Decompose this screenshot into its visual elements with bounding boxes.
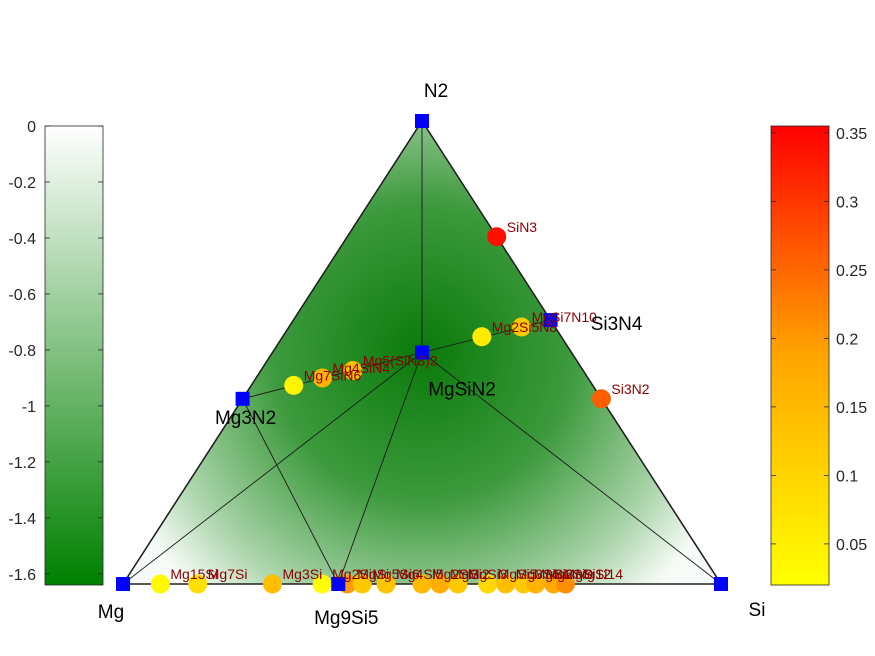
unstable-phase-label: Mg2Si	[332, 566, 372, 582]
hull-edge	[421, 120, 551, 321]
unstable-phase-label: SiN3	[507, 219, 538, 235]
unstable-phase-point	[478, 574, 498, 594]
e-above-hull-tick-label: 0.25	[836, 263, 867, 280]
stable-phase-marker	[116, 577, 130, 591]
e-above-hull-tick-label: 0.1	[836, 468, 858, 485]
unstable-phase-point	[526, 574, 546, 594]
hull-edge	[242, 120, 423, 400]
unstable-phase-point	[188, 574, 208, 594]
stable-phase-marker	[415, 114, 429, 128]
unstable-phase-point	[430, 574, 450, 594]
unstable-phase-label: Si3N2	[611, 381, 649, 397]
unstable-phase-label: Mg15Si	[170, 566, 217, 582]
unstable-phase-label: Mg4SiN4	[332, 360, 390, 376]
stable-phase-label: Si	[749, 600, 766, 621]
unstable-phase-point	[312, 368, 332, 388]
unstable-phase-label: Mg7Si	[208, 566, 248, 582]
unstable-phase-point	[591, 389, 611, 409]
stable-phase-label: N2	[424, 81, 448, 102]
unstable-phase-point	[376, 574, 396, 594]
unstable-phase-label: Mg2Si5N8	[492, 319, 558, 335]
unstable-phase-point	[412, 574, 432, 594]
stable-phase-marker	[415, 345, 429, 360]
stable-phase-marker	[714, 577, 728, 591]
unstable-phase-point	[512, 317, 532, 337]
unstable-phase-label: Mg3Si	[283, 566, 323, 582]
stable-phase-marker	[331, 577, 346, 591]
unstable-phase-point	[263, 574, 282, 594]
unstable-phase-point	[150, 574, 170, 594]
hull-edge	[122, 398, 243, 585]
unstable-phase-label: MgSi5	[498, 566, 538, 582]
stable-phase-label: Mg9Si5	[314, 608, 378, 629]
unstable-phase-label: Mg3Si8	[516, 566, 564, 582]
formation-energy-tick-label: -0.6	[8, 287, 36, 304]
unstable-phase-point	[284, 375, 304, 395]
e-above-hull-colorbar	[770, 125, 830, 586]
formation-energy-tick-label: -0.8	[8, 343, 36, 360]
phase-labels: Si3N2SiN3MgSi7N10Mg2Si5N8Mg5(SiN3)2Mg4Si…	[98, 81, 766, 629]
phase-points	[116, 114, 728, 594]
unstable-phase-point	[496, 574, 516, 594]
formation-energy-tick-label: -0.4	[8, 231, 36, 248]
formation-energy-colorbar	[44, 125, 104, 586]
unstable-phase-point	[312, 574, 332, 594]
e-above-hull-tick-label: 0.35	[836, 126, 867, 143]
unstable-phase-label: Mg5Si6	[372, 566, 420, 582]
stable-phase-label: Mg3N2	[215, 408, 276, 429]
formation-energy-tick-label: -1.4	[8, 511, 36, 528]
unstable-phase-label: Mg7SiN6	[304, 367, 362, 383]
hull-edge	[421, 352, 722, 585]
unstable-phase-point	[556, 574, 576, 594]
unstable-phase-label: Mg2Si3	[432, 566, 480, 582]
unstable-phase-label: MgSi14	[576, 566, 624, 582]
unstable-phase-point	[343, 361, 363, 381]
stable-phase-marker	[235, 391, 250, 406]
unstable-phase-label: MgSi12	[564, 566, 612, 582]
unstable-phase-label: MgSi	[357, 566, 389, 582]
formation-energy-tick-label: -1.6	[8, 567, 36, 584]
unstable-phase-point	[448, 574, 468, 594]
hull-edge	[242, 352, 423, 400]
hull-edge	[337, 352, 423, 585]
stable-phase-label: Mg	[98, 602, 124, 623]
formation-energy-tick-label: -1.2	[8, 455, 36, 472]
unstable-phase-label: Mg2Si9	[546, 566, 594, 582]
stable-phase-marker	[543, 313, 558, 328]
e-above-hull-tick-label: 0.15	[836, 400, 867, 417]
stable-phase-label: Si3N4	[591, 314, 643, 335]
hull-edge	[122, 352, 423, 585]
formation-energy-tick-label: -0.2	[8, 175, 36, 192]
e-above-hull-tick-label: 0.05	[836, 537, 867, 554]
unstable-phase-point	[472, 327, 492, 347]
unstable-phase-label: Mg5(SiN3)2	[363, 353, 438, 369]
e-above-hull-tick-label: 0.3	[836, 194, 858, 211]
formation-energy-tick-label: 0	[27, 119, 36, 136]
formation-energy-tick-label: -1	[22, 399, 36, 416]
unstable-phase-label: Mg4Si5	[396, 566, 444, 582]
formation-energy-colorbar-ticks: 0 -0.2 -0.4 -0.6 -0.8 -1 -1.2 -1.4 -1.6	[8, 119, 103, 584]
e-above-hull-colorbar-ticks: 0.35 0.3 0.25 0.2 0.15 0.1 0.05	[771, 126, 867, 554]
unstable-phase-point	[352, 574, 372, 594]
unstable-phase-label: MgSi7N10	[532, 309, 598, 325]
e-above-hull-tick-label: 0.2	[836, 331, 858, 348]
unstable-phase-label: MgSi3	[468, 566, 508, 582]
hull-edge	[550, 319, 722, 585]
stable-phase-label: MgSiN2	[428, 380, 496, 401]
unstable-phase-label: MgSi6	[534, 566, 574, 582]
unstable-phase-point	[487, 227, 507, 247]
hull-edge	[242, 398, 339, 585]
unstable-phase-label: MgSi2	[450, 566, 490, 582]
